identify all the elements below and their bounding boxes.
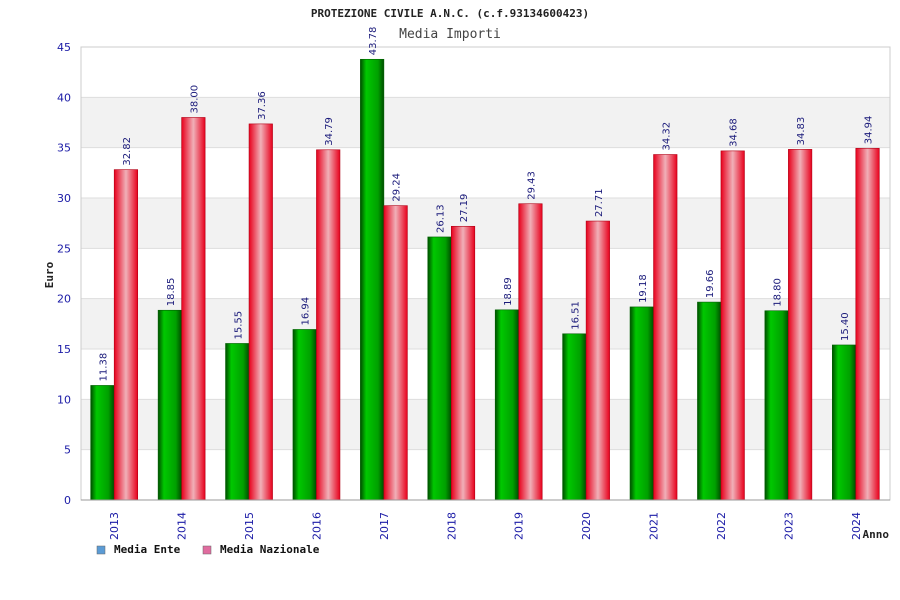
data-label: 34.68 [729, 118, 740, 147]
x-tick-label: 2018 [445, 512, 458, 540]
bar-media-ente-2023 [764, 310, 789, 501]
bar-media-nazionale-2016 [316, 149, 341, 501]
data-label: 18.80 [773, 278, 784, 307]
bar-media-ente-2022 [697, 301, 722, 501]
y-tick-label: 30 [57, 192, 71, 205]
bar-media-nazionale-2022 [720, 150, 745, 501]
y-tick-label: 0 [64, 494, 71, 507]
data-labels: 11.38 32.82 18.85 38.00 15.55 37.36 16.94 34.79… [98, 27, 874, 382]
x-tick-label: 2013 [108, 512, 121, 540]
bar-media-nazionale-2021 [653, 154, 678, 501]
x-tick-label: 2015 [243, 512, 256, 540]
data-label: 18.85 [166, 278, 177, 307]
background-band [81, 248, 890, 299]
data-label: 15.55 [233, 311, 244, 340]
legend-label-media-ente: Media Ente [114, 543, 181, 556]
background-band [81, 97, 890, 148]
y-tick-label: 20 [57, 293, 71, 306]
bar-media-ente-2024 [831, 344, 857, 501]
bar-media-nazionale-2015 [248, 123, 273, 501]
x-tick-label: 2022 [715, 512, 728, 540]
data-label: 34.79 [324, 117, 335, 146]
background-band [81, 198, 890, 249]
plot-background-bands [81, 47, 890, 500]
data-label: 38.00 [189, 85, 200, 114]
bar-media-ente-2017 [360, 58, 385, 501]
y-axis-ticks: 0 5 10 15 20 25 30 35 40 45 [57, 41, 71, 507]
chart-subtitle: Media Importi [399, 27, 501, 42]
bar-media-ente-2021 [629, 306, 654, 501]
x-tick-label: 2020 [580, 512, 593, 540]
data-label: 16.94 [301, 297, 312, 326]
background-band [81, 449, 890, 500]
data-label: 29.43 [526, 171, 537, 200]
data-label: 27.19 [459, 194, 470, 223]
data-label: 19.18 [638, 274, 649, 303]
x-tick-label: 2017 [378, 512, 391, 540]
x-tick-label: 2024 [850, 512, 863, 540]
bar-media-ente-2019 [494, 309, 520, 501]
data-label: 29.24 [392, 173, 403, 202]
y-tick-label: 5 [64, 444, 71, 457]
y-tick-label: 25 [57, 242, 71, 255]
background-band [81, 349, 890, 400]
bar-media-nazionale-2024 [855, 147, 880, 501]
x-axis-title: Anno [863, 528, 890, 541]
legend-swatch-media-ente [96, 545, 106, 555]
bar-media-ente-2016 [292, 329, 317, 501]
bar-media-ente-2013 [90, 385, 115, 501]
x-tick-label: 2019 [513, 512, 526, 540]
x-axis-ticks: 2013 2014 2015 2016 2017 2018 2019 2020 2021 2022… [108, 512, 863, 540]
data-label: 16.51 [570, 301, 581, 330]
data-label: 34.32 [661, 122, 672, 151]
legend: Media Ente Media Nazionale [96, 543, 320, 556]
data-label: 34.94 [864, 116, 875, 145]
y-tick-label: 45 [57, 41, 71, 54]
y-axis-title: Euro [43, 261, 56, 288]
x-tick-label: 2016 [310, 512, 323, 540]
bar-media-nazionale-2023 [788, 149, 813, 501]
background-band [81, 298, 890, 349]
data-label: 34.83 [796, 117, 807, 146]
chart-title: PROTEZIONE CIVILE A.N.C. (c.f.9313460042… [311, 7, 589, 20]
background-band [81, 147, 890, 198]
data-label: 27.71 [594, 188, 605, 217]
bar-media-ente-2020 [562, 333, 587, 501]
bar-media-nazionale-2018 [450, 225, 476, 501]
y-tick-label: 10 [57, 393, 71, 406]
data-label: 11.38 [98, 353, 109, 382]
bar-media-ente-2018 [427, 236, 452, 501]
bar-media-nazionale-2014 [181, 117, 206, 501]
y-tick-label: 15 [57, 343, 71, 356]
bar-media-nazionale-2019 [518, 203, 543, 501]
data-label: 26.13 [436, 204, 447, 233]
data-label: 15.40 [840, 312, 851, 341]
data-label: 18.89 [503, 277, 514, 306]
y-tick-label: 35 [57, 142, 71, 155]
background-band [81, 399, 890, 450]
bar-media-nazionale-2017 [383, 205, 408, 501]
data-label: 19.66 [705, 269, 716, 298]
data-label: 32.82 [122, 137, 133, 166]
data-label: 43.78 [368, 27, 379, 56]
background-band [81, 47, 890, 98]
bar-media-nazionale-2013 [113, 169, 139, 501]
x-tick-label: 2021 [648, 512, 661, 540]
bar-media-ente-2014 [157, 309, 182, 501]
x-tick-label: 2023 [782, 512, 795, 540]
bar-media-nazionale-2020 [585, 220, 610, 501]
x-tick-label: 2014 [176, 512, 189, 540]
y-tick-label: 40 [57, 91, 71, 104]
bar-media-ente-2015 [225, 343, 250, 501]
data-label: 37.36 [257, 91, 268, 120]
legend-swatch-media-nazionale [202, 545, 212, 555]
legend-label-media-nazionale: Media Nazionale [220, 543, 320, 556]
bars [90, 58, 880, 501]
